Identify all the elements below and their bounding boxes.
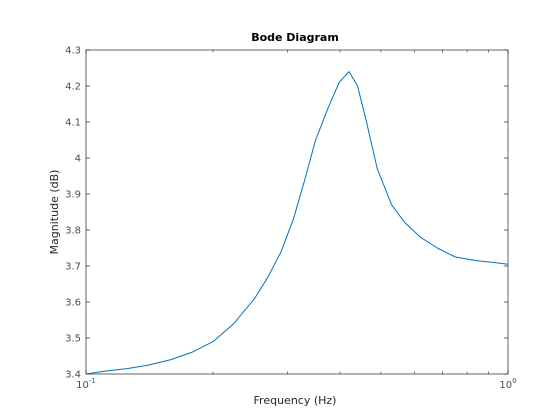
y-axis-label: Magnitude (dB)	[48, 170, 61, 255]
y-tick-label: 4.3	[65, 46, 81, 57]
y-tick-label: 3.6	[65, 298, 81, 309]
y-tick-label: 4.2	[65, 82, 81, 93]
chart-title: Bode Diagram	[251, 31, 339, 44]
y-tick-label: 3.7	[65, 262, 81, 273]
x-tick-label: 10-1	[76, 377, 96, 391]
x-axis-label: Frequency (Hz)	[254, 394, 337, 407]
x-axis-ticks: 10-1 100	[76, 50, 517, 391]
x-tick-label-base: 10	[499, 380, 512, 391]
y-tick-label: 4	[75, 154, 81, 165]
magnitude-series-line	[85, 71, 509, 375]
x-tick-label-exponent: 0	[512, 377, 516, 385]
x-tick-label: 100	[499, 377, 516, 391]
y-axis-ticks: 3.4 3.5 3.6 3.7 3.8 3.9 4 4.1 4.2 4.3	[65, 46, 508, 381]
y-tick-label: 3.5	[65, 334, 81, 345]
y-tick-label: 3.4	[65, 370, 81, 381]
y-tick-label: 3.8	[65, 226, 81, 237]
x-tick-label-base: 10	[76, 380, 89, 391]
y-tick-label: 4.1	[65, 118, 81, 129]
axes-frame	[85, 49, 509, 375]
y-tick-label: 3.9	[65, 190, 81, 201]
x-tick-label-exponent: -1	[89, 377, 96, 385]
series-layer	[85, 71, 509, 375]
